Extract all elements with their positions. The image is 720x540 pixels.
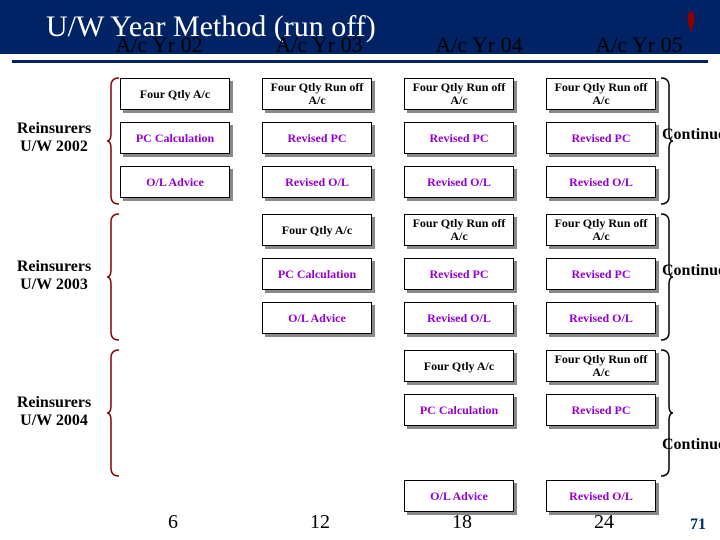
grid-cell: Revised PC: [546, 122, 656, 154]
divider: [12, 60, 708, 63]
year-headers: A/c Yr 02 A/c Yr 03 A/c Yr 04 A/c Yr 05: [104, 32, 694, 58]
slide: U/W Year Method (run off) A/c Yr 02 A/c …: [0, 0, 720, 540]
grid-cell: Revised O/L: [404, 166, 514, 198]
continue-label: Continue: [662, 262, 720, 280]
grid-cell: Four Qtly A/c: [404, 350, 514, 382]
continue-label: Continue: [662, 436, 720, 454]
grid-cell: Four Qtly A/c: [262, 214, 372, 246]
year-header: A/c Yr 04: [424, 32, 534, 58]
grid-cell: Revised PC: [546, 258, 656, 290]
footer-number: 24: [594, 511, 614, 534]
grid-cell: O/L Advice: [404, 480, 514, 512]
footer-number: 6: [168, 511, 178, 534]
brace-right-icon: [660, 350, 674, 476]
grid-cell: O/L Advice: [262, 302, 372, 334]
brace-left-icon: [106, 78, 120, 204]
grid-cell: Revised PC: [546, 394, 656, 426]
footer-number: 12: [310, 511, 330, 534]
grid-cell: Revised O/L: [546, 480, 656, 512]
grid-cell: O/L Advice: [120, 166, 230, 198]
grid-cell: Revised O/L: [546, 302, 656, 334]
grid-cell: PC Calculation: [262, 258, 372, 290]
grid-cell: Four Qtly Run off A/c: [546, 214, 656, 246]
grid-cell: Revised O/L: [546, 166, 656, 198]
year-header: A/c Yr 02: [104, 32, 214, 58]
grid-cell: Four Qtly Run off A/c: [546, 350, 656, 382]
continue-label: Continue: [662, 126, 720, 144]
grid-cell: PC Calculation: [404, 394, 514, 426]
group-label: ReinsurersU/W 2004: [4, 394, 104, 431]
grid-cell: Four Qtly A/c: [120, 78, 230, 110]
grid-cell: Four Qtly Run off A/c: [546, 78, 656, 110]
year-header: A/c Yr 03: [264, 32, 374, 58]
grid-cell: PC Calculation: [120, 122, 230, 154]
grid-cell: Revised PC: [404, 122, 514, 154]
year-header: A/c Yr 05: [584, 32, 694, 58]
grid-cell: Revised PC: [404, 258, 514, 290]
page-number: 71: [690, 516, 706, 534]
brace-left-icon: [106, 350, 120, 476]
footer-number: 18: [452, 511, 472, 534]
brace-left-icon: [106, 214, 120, 340]
grid-cell: Revised O/L: [262, 166, 372, 198]
grid-cell: Four Qtly Run off A/c: [262, 78, 372, 110]
group-label: ReinsurersU/W 2003: [4, 258, 104, 295]
grid-cell: Revised PC: [262, 122, 372, 154]
grid-cell: Four Qtly Run off A/c: [404, 214, 514, 246]
group-label: ReinsurersU/W 2002: [4, 120, 104, 157]
grid-cell: Four Qtly Run off A/c: [404, 78, 514, 110]
grid-cell: Revised O/L: [404, 302, 514, 334]
